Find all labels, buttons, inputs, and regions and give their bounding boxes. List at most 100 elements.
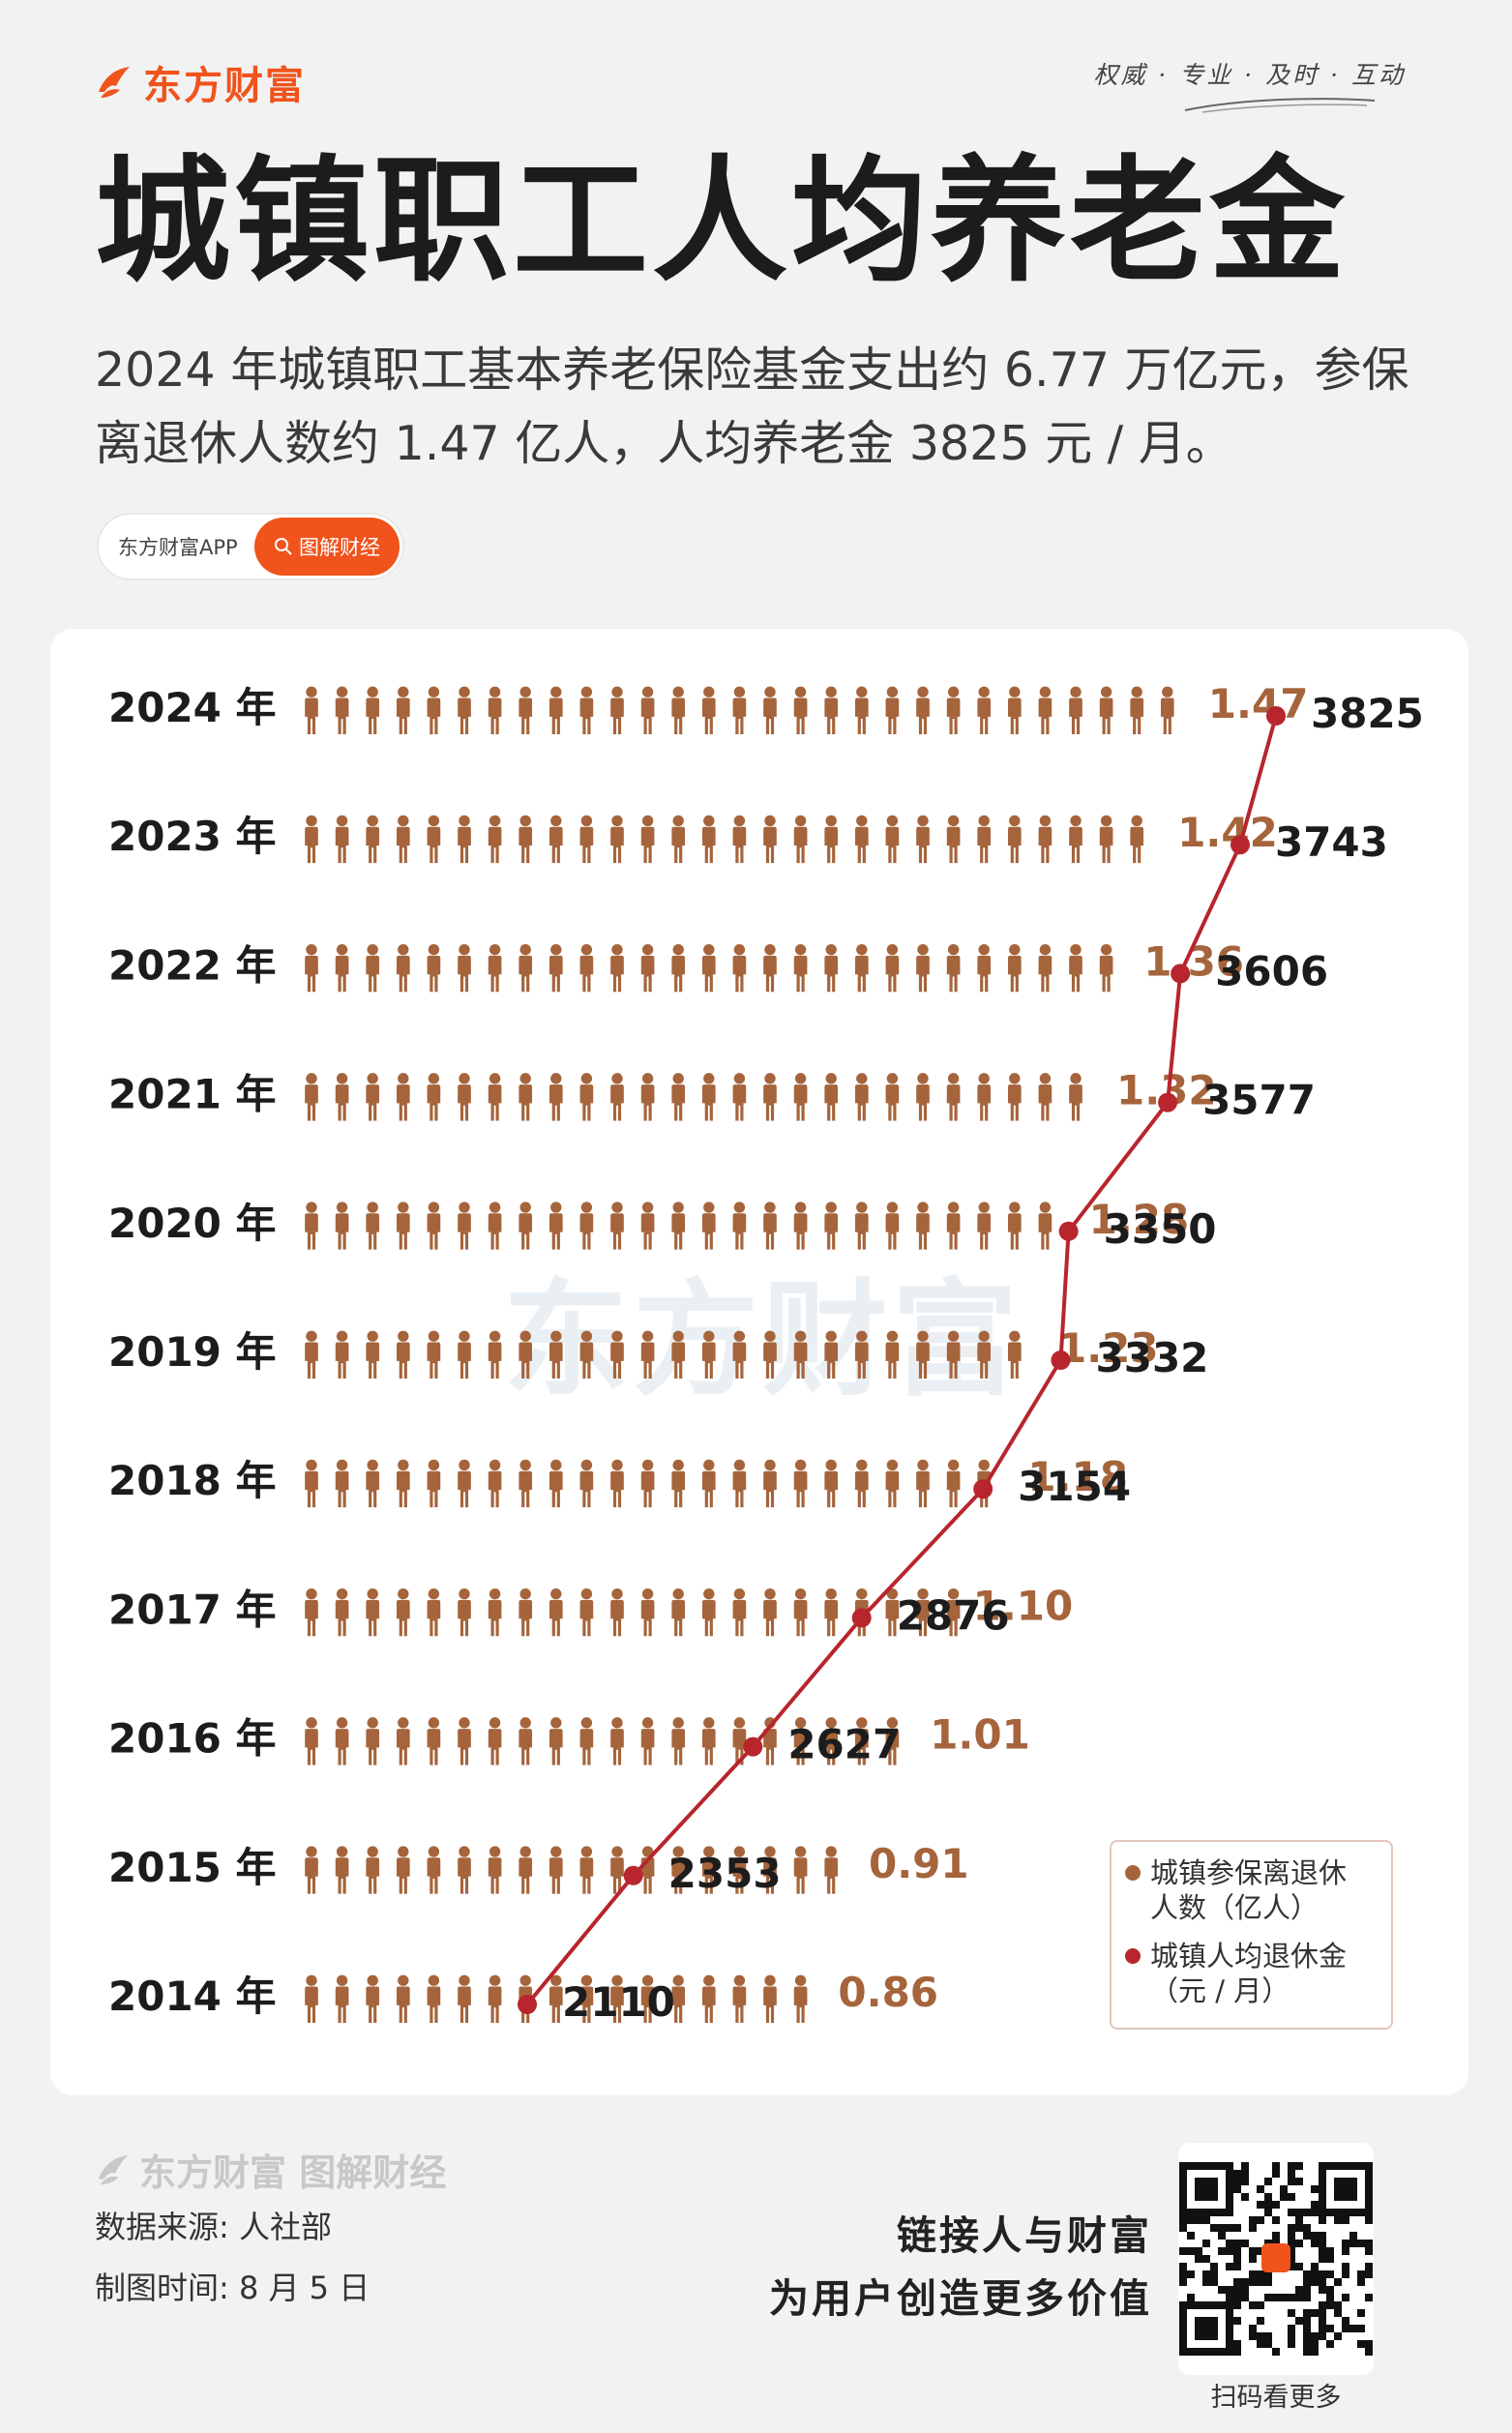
graphic-finance-button[interactable]: 图解财经	[254, 518, 400, 576]
person-icon	[763, 1202, 777, 1250]
person-icon	[488, 943, 502, 993]
person-icon	[305, 686, 318, 734]
person-icon	[366, 1717, 380, 1765]
pension-value-label: 3332	[1096, 1334, 1209, 1381]
person-icon	[671, 1202, 686, 1250]
person-icon	[946, 1330, 961, 1379]
person-icon	[885, 1459, 900, 1508]
person-icon	[305, 1330, 318, 1379]
person-icon	[763, 1330, 777, 1379]
person-icon	[610, 1073, 624, 1121]
legend-label: 城镇人均退休金	[1150, 1940, 1348, 1973]
page-subtitle: 2024 年城镇职工基本养老保险基金支出约 6.77 万亿元，参保离退休人数约 …	[95, 342, 1409, 471]
person-icon	[640, 943, 655, 993]
person-icon	[732, 1974, 747, 2023]
person-icon	[1038, 686, 1052, 734]
pension-value-label: 3350	[1104, 1205, 1217, 1253]
person-icon	[335, 1587, 349, 1637]
person-icon	[519, 1330, 533, 1379]
person-icon	[671, 1330, 686, 1379]
person-icon	[488, 1846, 502, 1894]
year-label: 2015 年	[108, 1844, 277, 1891]
legend-dot	[1125, 1948, 1141, 1964]
person-icon	[305, 1202, 318, 1250]
person-icon	[579, 686, 594, 734]
person-icon	[610, 815, 624, 864]
person-icon	[427, 1846, 441, 1894]
person-icon	[548, 1202, 563, 1250]
person-icon	[854, 686, 869, 734]
person-icon	[701, 1974, 716, 2023]
person-icon	[610, 686, 624, 734]
person-icon	[366, 1073, 380, 1121]
person-icon	[1007, 1202, 1022, 1250]
person-icon	[458, 1974, 471, 2023]
person-icon	[1038, 1202, 1052, 1250]
person-icon	[335, 943, 349, 993]
app-pill: 东方财富APP 图解财经	[97, 513, 404, 580]
person-icon	[427, 1202, 441, 1250]
pension-point	[1230, 835, 1250, 855]
person-icon	[488, 686, 502, 734]
retirees-value-label: 1.28	[1089, 1196, 1190, 1243]
page-title: 城镇职工人均养老金	[95, 143, 1349, 301]
pension-point	[1051, 1350, 1071, 1370]
person-icon	[548, 1717, 563, 1765]
pension-value-label: 3743	[1275, 818, 1388, 866]
brand-logo[interactable]: 东方财富	[95, 54, 306, 110]
year-label: 2019 年	[108, 1328, 277, 1376]
pension-value-label: 2353	[668, 1850, 782, 1897]
person-icon	[396, 1073, 410, 1121]
person-icon	[854, 1073, 869, 1121]
person-icon	[763, 815, 777, 864]
person-icon	[1069, 815, 1082, 864]
person-icon	[701, 1587, 716, 1637]
retirees-value-label: 1.01	[930, 1711, 1030, 1759]
qr-code-icon	[1179, 2162, 1373, 2356]
legend-label: （元 / 月）	[1150, 1974, 1290, 2007]
pension-point	[743, 1736, 763, 1757]
person-icon	[977, 815, 992, 864]
person-icon	[396, 1974, 410, 2023]
person-icon	[885, 815, 900, 864]
person-icon	[366, 686, 380, 734]
retirees-value-label: 1.23	[1058, 1324, 1159, 1372]
person-icon	[793, 1202, 808, 1250]
person-icon	[488, 1974, 502, 2023]
person-icon	[640, 1587, 655, 1637]
person-icon	[946, 686, 961, 734]
person-icon	[335, 1202, 349, 1250]
person-icon	[671, 1717, 686, 1765]
person-icon	[548, 1974, 563, 2023]
person-icon	[458, 943, 471, 993]
person-icon	[701, 1073, 716, 1121]
person-icon	[824, 1587, 839, 1637]
person-icon	[458, 686, 471, 734]
retirees-value-label: 1.42	[1177, 809, 1278, 856]
person-icon	[519, 1459, 533, 1508]
person-icon	[671, 815, 686, 864]
person-icon	[396, 1459, 410, 1508]
person-icon	[427, 1717, 441, 1765]
qr-code[interactable]	[1178, 2143, 1374, 2375]
person-icon	[793, 815, 808, 864]
person-icon	[671, 1073, 686, 1121]
person-icon	[977, 686, 992, 734]
person-icon	[763, 686, 777, 734]
person-icon	[366, 1846, 380, 1894]
person-icon	[548, 1846, 563, 1894]
person-icon	[824, 1202, 839, 1250]
person-icon	[519, 1846, 533, 1894]
person-icon	[335, 1717, 349, 1765]
person-icon	[366, 1587, 380, 1637]
person-icon	[885, 686, 900, 734]
person-icon	[427, 1587, 441, 1637]
person-icon	[610, 1459, 624, 1508]
person-icon	[640, 1073, 655, 1121]
person-icon	[824, 1073, 839, 1121]
footer-brand: 东方财富 图解财经	[95, 2143, 446, 2196]
person-icon	[701, 815, 716, 864]
person-icon	[916, 1459, 930, 1508]
person-icon	[579, 943, 594, 993]
